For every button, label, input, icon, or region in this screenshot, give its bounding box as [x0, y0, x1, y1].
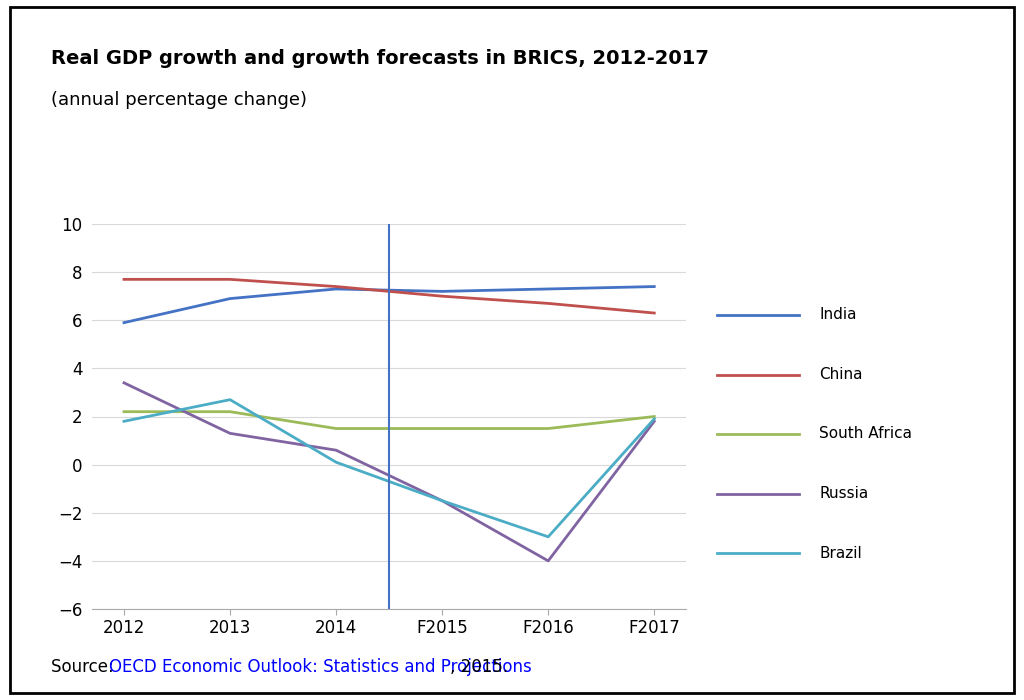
- Text: Brazil: Brazil: [819, 545, 862, 561]
- Text: India: India: [819, 307, 857, 323]
- Text: (annual percentage change): (annual percentage change): [51, 91, 307, 109]
- Text: OECD Economic Outlook: Statistics and Projections: OECD Economic Outlook: Statistics and Pr…: [109, 658, 531, 676]
- Text: South Africa: South Africa: [819, 426, 912, 442]
- Text: , 2015.: , 2015.: [450, 658, 508, 676]
- Text: Russia: Russia: [819, 486, 868, 501]
- Text: China: China: [819, 367, 862, 382]
- Text: Real GDP growth and growth forecasts in BRICS, 2012-2017: Real GDP growth and growth forecasts in …: [51, 49, 709, 68]
- Text: Source:: Source:: [51, 658, 119, 676]
